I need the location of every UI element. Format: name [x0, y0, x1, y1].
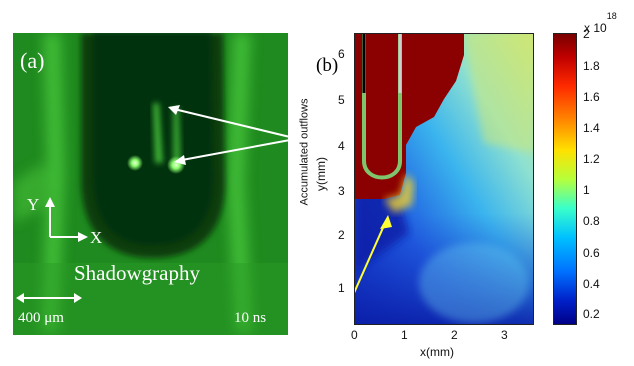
colorbar-tick: 1 — [583, 183, 590, 197]
y-tick: 4 — [338, 139, 345, 153]
axis-y-label: Y — [27, 195, 40, 214]
colorbar-tick: 0.6 — [583, 246, 600, 260]
y-axis-label: y(mm) — [313, 157, 328, 191]
outflow-spot-1 — [127, 155, 143, 171]
shadowgraphy-title: Shadowgraphy — [74, 261, 200, 285]
colorbar-tick: 1.2 — [583, 152, 600, 166]
y-tick: 6 — [338, 47, 345, 61]
colorbar-tick: 0.8 — [583, 214, 600, 228]
colorbar-tick: 1.4 — [583, 121, 600, 135]
annotation-label: Accumulated outflows — [298, 98, 311, 206]
scale-bar-icon — [16, 293, 82, 303]
y-tick: 2 — [338, 228, 345, 242]
heatmap-plot — [353, 33, 534, 325]
y-tick: 1 — [338, 281, 345, 295]
colorbar-exponent-power: 18 — [606, 11, 617, 21]
y-tick: 3 — [338, 184, 345, 198]
colorbar-tick: 0.4 — [583, 277, 600, 291]
annotation-label-wrap: Accumulated outflows — [296, 82, 311, 227]
time-label: 10 ns — [234, 310, 267, 326]
colorbar-ticks: 2 1.8 1.6 1.4 1.2 1 0.8 0.6 0.4 0.2 — [583, 27, 623, 327]
plot-frame — [354, 33, 534, 325]
shadowgraphy-image — [13, 33, 288, 335]
x-tick: 3 — [501, 328, 508, 342]
axis-x-label: X — [90, 228, 103, 247]
axis-arrows-icon — [45, 197, 88, 242]
y-axis-label-wrap: y(mm) — [314, 155, 332, 195]
x-tick: 1 — [401, 328, 408, 342]
colorbar-tick: 1.6 — [583, 90, 600, 104]
colorbar-exponent: x 1018 — [584, 11, 617, 35]
colorbar-exponent-base: x 10 — [584, 21, 607, 35]
colorbar-tick: 2 — [583, 27, 590, 41]
x-tick: 2 — [451, 328, 458, 342]
x-tick: 0 — [351, 328, 358, 342]
colorbar-tick: 1.8 — [583, 59, 600, 73]
yellow-arrow-icon — [353, 220, 387, 294]
shadowgraphy-image-panel — [13, 33, 288, 335]
colorbar — [553, 33, 577, 325]
x-axis-label: x(mm) — [420, 345, 454, 359]
target-tube-icon — [362, 33, 402, 180]
y-tick: 5 — [338, 93, 345, 107]
heatmap-svg — [353, 33, 534, 325]
panel-a-label: (a) — [20, 48, 45, 73]
panel-b-label: (b) — [316, 55, 339, 76]
high-density-region — [354, 33, 464, 199]
y-axis: 1 2 3 4 5 6 — [338, 27, 350, 337]
scale-bar-label: 400 μm — [18, 310, 64, 326]
annotation-arrows — [168, 105, 291, 165]
colorbar-tick: 0.2 — [583, 307, 600, 321]
